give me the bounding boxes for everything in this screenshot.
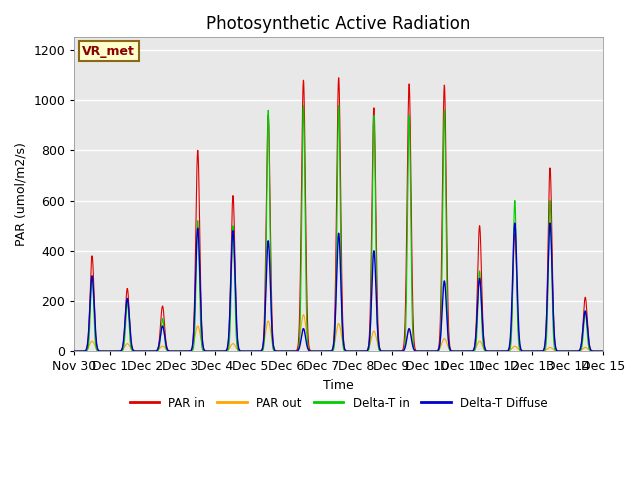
Y-axis label: PAR (umol/m2/s): PAR (umol/m2/s) [15,143,28,246]
Text: VR_met: VR_met [83,45,135,58]
Title: Photosynthetic Active Radiation: Photosynthetic Active Radiation [207,15,471,33]
Legend: PAR in, PAR out, Delta-T in, Delta-T Diffuse: PAR in, PAR out, Delta-T in, Delta-T Dif… [125,392,552,414]
X-axis label: Time: Time [323,379,354,392]
